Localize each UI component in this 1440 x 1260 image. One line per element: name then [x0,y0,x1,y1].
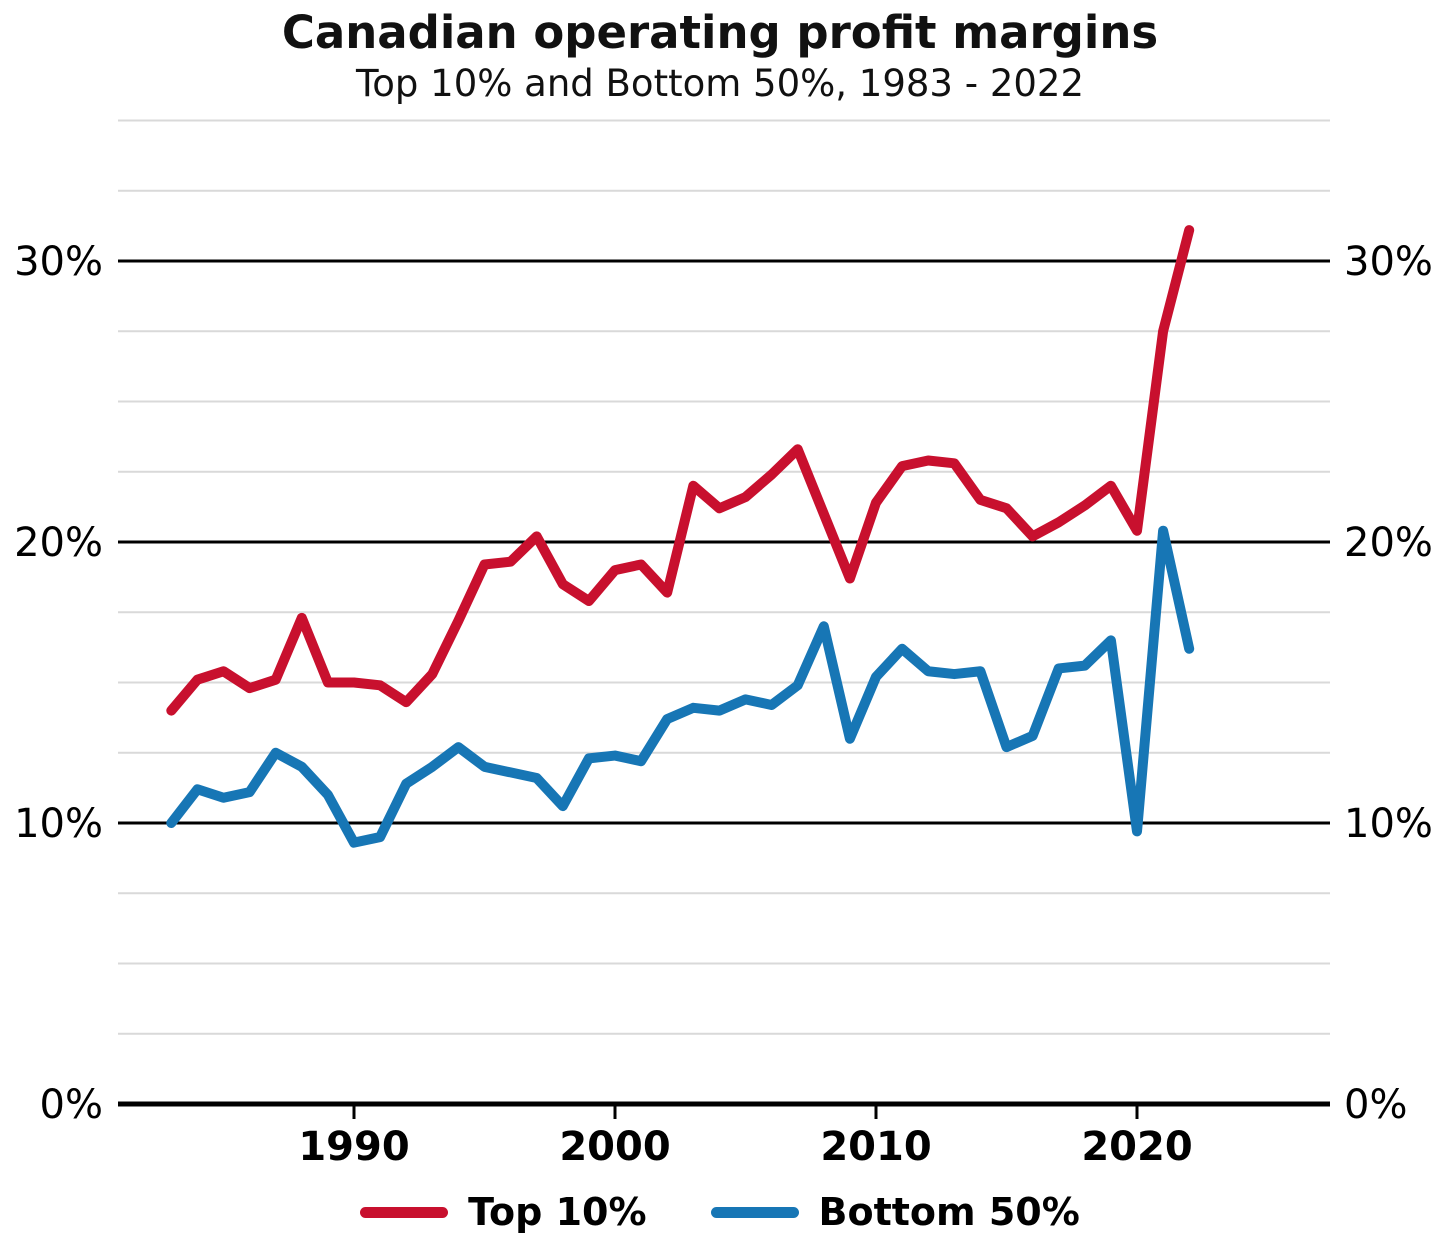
legend-swatch-bottom50-icon [710,1206,799,1218]
legend-item-bottom50: Bottom 50% [710,1190,1080,1234]
x-tick-label: 2010 [820,1124,931,1170]
y-tick-label-right: 0% [1344,1082,1407,1128]
chart-title: Canadian operating profit margins [281,6,1159,59]
y-tick-label-right: 20% [1344,520,1433,566]
x-tick-label: 2020 [1081,1124,1192,1170]
series-line-top-10- [166,225,1195,716]
legend-item-top10: Top 10% [360,1190,647,1234]
legend-swatch-top10-icon [360,1206,449,1218]
legend-label-bottom50: Bottom 50% [818,1190,1080,1234]
x-tick-label: 1990 [298,1124,409,1170]
y-tick-label-right: 30% [1344,239,1433,285]
y-tick-label-right: 10% [1344,801,1433,847]
y-tick-label-left: 20% [14,520,103,566]
chart-legend: Top 10% Bottom 50% [0,1190,1440,1234]
y-tick-label-left: 30% [14,239,103,285]
series-line-bottom-50- [166,525,1195,848]
legend-label-top10: Top 10% [468,1190,647,1234]
x-tick-label: 2000 [559,1124,670,1170]
y-tick-label-left: 0% [40,1082,103,1128]
chart-subtitle: Top 10% and Bottom 50%, 1983 - 2022 [355,62,1084,105]
y-tick-label-left: 10% [14,801,103,847]
